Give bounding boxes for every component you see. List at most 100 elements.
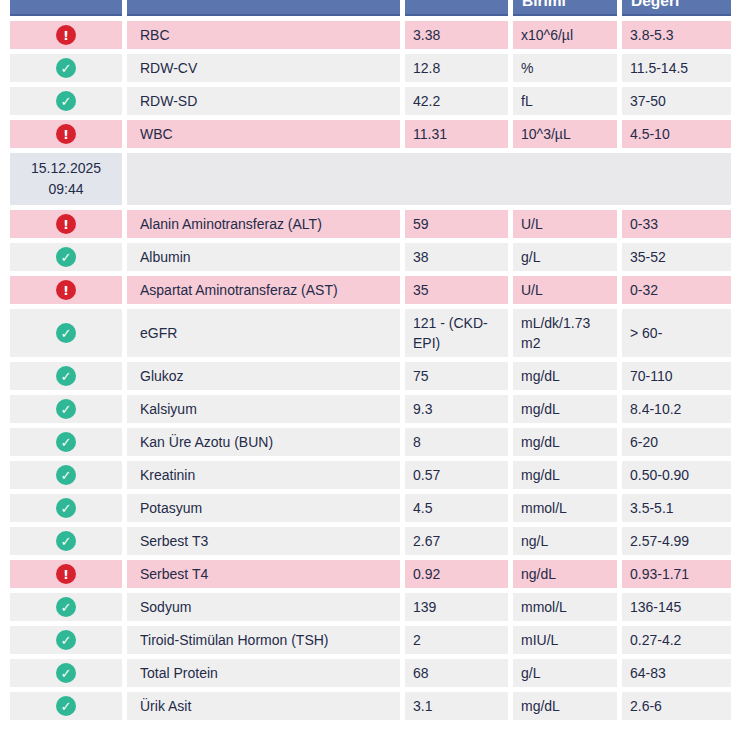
range-cell: 0.93-1.71 [622,560,731,588]
status-cell: ✓ [10,659,122,687]
test-name-cell: Kan Üre Azotu (BUN) [127,428,400,456]
test-name-cell: Serbest T4 [127,560,400,588]
value-cell: 8 [405,428,508,456]
lab-results-table: Birimi Değeri ! RBC 3.38 x10^6/µl 3.8-5.… [10,0,731,720]
check-icon: ✓ [56,58,76,78]
unit-cell: mg/dL [513,362,617,390]
test-name-cell: Sodyum [127,593,400,621]
value-cell: 4.5 [405,494,508,522]
unit-cell: mmol/L [513,593,617,621]
check-icon: ✓ [56,663,76,683]
date-row-filler [127,153,731,205]
status-cell: ✓ [10,395,122,423]
test-name-cell: RDW-CV [127,54,400,82]
test-name-cell: Kreatinin [127,461,400,489]
value-cell: 3.1 [405,692,508,720]
unit-cell: x10^6/µl [513,21,617,49]
value-cell: 2 [405,626,508,654]
unit-cell: ng/dL [513,560,617,588]
range-cell: 3.8-5.3 [622,21,731,49]
test-name-cell: Alanin Aminotransferaz (ALT) [127,210,400,238]
range-cell: 64-83 [622,659,731,687]
range-cell: 0.50-0.90 [622,461,731,489]
header-range: Değeri [622,0,731,16]
range-cell: 0-33 [622,210,731,238]
check-icon: ✓ [56,91,76,111]
value-cell: 59 [405,210,508,238]
test-name-cell: Potasyum [127,494,400,522]
status-cell: ✓ [10,362,122,390]
check-icon: ✓ [56,696,76,716]
date-cell: 15.12.2025 09:44 [10,153,122,205]
range-cell: 37-50 [622,87,731,115]
error-icon: ! [56,280,76,300]
unit-cell: U/L [513,276,617,304]
test-name-cell: eGFR [127,309,400,357]
unit-cell: mg/dL [513,428,617,456]
value-cell: 2.67 [405,527,508,555]
status-cell: ✓ [10,527,122,555]
check-icon: ✓ [56,399,76,419]
range-cell: 0-32 [622,276,731,304]
time-label: 09:44 [48,179,83,200]
value-cell: 0.92 [405,560,508,588]
header-unit: Birimi [513,0,617,16]
check-icon: ✓ [56,432,76,452]
value-cell: 68 [405,659,508,687]
status-cell: ✓ [10,309,122,357]
status-cell: ✓ [10,428,122,456]
value-cell: 9.3 [405,395,508,423]
test-name-cell: Aspartat Aminotransferaz (AST) [127,276,400,304]
value-cell: 35 [405,276,508,304]
check-icon: ✓ [56,366,76,386]
unit-cell: fL [513,87,617,115]
unit-cell: U/L [513,210,617,238]
unit-cell: 10^3/µL [513,120,617,148]
test-name-cell: Kalsiyum [127,395,400,423]
range-cell: 11.5-14.5 [622,54,731,82]
range-cell: > 60- [622,309,731,357]
status-cell: ✓ [10,692,122,720]
range-cell: 8.4-10.2 [622,395,731,423]
test-name-cell: Serbest T3 [127,527,400,555]
value-cell: 3.38 [405,21,508,49]
check-icon: ✓ [56,247,76,267]
value-cell: 121 - (CKD-EPI) [405,309,508,357]
test-name-cell: WBC [127,120,400,148]
test-name-cell: Albumin [127,243,400,271]
unit-cell: % [513,54,617,82]
status-cell: ! [10,560,122,588]
status-cell: ✓ [10,494,122,522]
status-cell: ✓ [10,461,122,489]
value-cell: 12.8 [405,54,508,82]
test-name-cell: Total Protein [127,659,400,687]
range-cell: 35-52 [622,243,731,271]
range-cell: 4.5-10 [622,120,731,148]
error-icon: ! [56,214,76,234]
test-name-cell: Tiroid-Stimülan Hormon (TSH) [127,626,400,654]
status-cell: ! [10,120,122,148]
unit-cell: mg/dL [513,395,617,423]
status-cell: ✓ [10,593,122,621]
unit-cell: mg/dL [513,692,617,720]
value-cell: 139 [405,593,508,621]
value-cell: 0.57 [405,461,508,489]
range-cell: 0.27-4.2 [622,626,731,654]
unit-cell: mg/dL [513,461,617,489]
check-icon: ✓ [56,323,76,343]
unit-cell: mL/dk/1.73 m2 [513,309,617,357]
unit-cell: ng/L [513,527,617,555]
unit-cell: g/L [513,659,617,687]
test-name-cell: RDW-SD [127,87,400,115]
status-cell: ✓ [10,243,122,271]
header-value [405,0,508,16]
status-cell: ! [10,210,122,238]
check-icon: ✓ [56,531,76,551]
error-icon: ! [56,124,76,144]
test-name-cell: RBC [127,21,400,49]
header-test-name [127,0,400,16]
check-icon: ✓ [56,630,76,650]
unit-cell: mIU/L [513,626,617,654]
status-cell: ! [10,276,122,304]
range-cell: 70-110 [622,362,731,390]
